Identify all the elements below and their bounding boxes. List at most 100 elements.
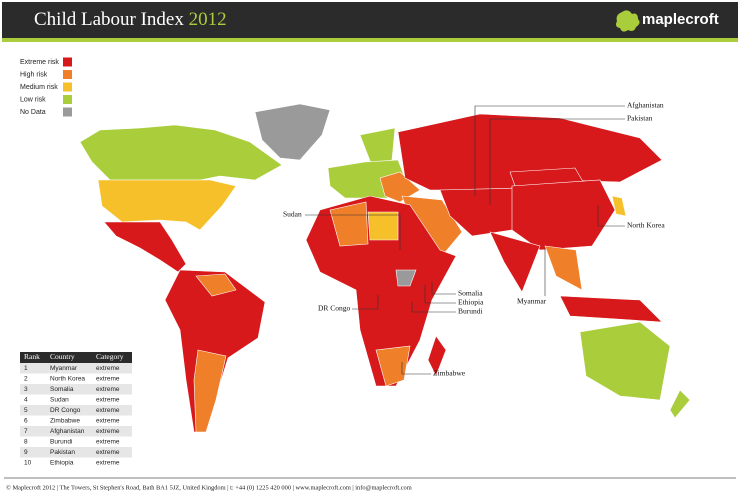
leader-line [411, 302, 456, 313]
table-cell: 5 [24, 407, 28, 414]
table-row-bg [20, 415, 132, 426]
scandinavia [359, 127, 396, 167]
table-cell: Myanmar [50, 365, 78, 372]
table-row-bg [20, 405, 132, 416]
legend: Extreme risk High risk Medium risk Low risk… [20, 57, 72, 117]
country-label: Afghanistan [627, 101, 664, 110]
legend-label: Extreme risk [20, 59, 59, 66]
table-cell: 2 [24, 376, 28, 383]
legend-label: High risk [20, 71, 48, 78]
eastern-europe [379, 171, 421, 203]
leader-line [597, 205, 625, 227]
country-label: Pakistan [627, 114, 653, 123]
country-label: Ethiopia [458, 298, 484, 307]
table-header-bg [20, 352, 132, 363]
legend-swatch [63, 107, 72, 117]
country-label: Zimbabwe [433, 369, 466, 378]
country-label: DR Congo [318, 304, 351, 313]
leader-line [474, 105, 625, 196]
table-cell: Sudan [50, 397, 69, 404]
table-cell: extreme [96, 418, 120, 425]
table-header: Country [50, 352, 75, 361]
table-row-bg [20, 384, 132, 395]
title-text: Child Labour Index [34, 9, 184, 30]
ranking-table: Rank Country Category 1 Myanmar extreme 2 North… [20, 352, 132, 468]
usa [97, 179, 237, 231]
legend-swatch [63, 70, 72, 79]
venezuela [195, 273, 237, 297]
table-row-bg [20, 447, 132, 458]
table-header: Rank [24, 352, 40, 361]
table-cell: North Korea [50, 376, 85, 383]
leader-line [352, 295, 379, 310]
legend-label: No Data [20, 109, 46, 116]
new-zealand [669, 389, 691, 419]
leader-line [424, 285, 456, 304]
table-cell: 8 [24, 439, 28, 446]
header-bar [2, 2, 738, 38]
table-cell: 6 [24, 418, 28, 425]
logo-text: maplecroft [642, 11, 719, 28]
southeast-asia [544, 245, 583, 291]
table-cell: extreme [96, 407, 120, 414]
logo: maplecroft [616, 10, 719, 32]
leader-line [401, 362, 431, 375]
indonesia [559, 295, 663, 323]
table-cell: Zimbabwe [50, 418, 80, 425]
japan [611, 195, 627, 217]
china [511, 179, 616, 251]
leader-line [305, 214, 401, 250]
legend-swatch [63, 57, 72, 67]
table-cell: extreme [96, 365, 120, 372]
table-cell: 4 [24, 397, 28, 404]
south-africa [375, 345, 411, 387]
table-cell: 7 [24, 428, 28, 435]
map-labels: Afghanistan Pakistan North Korea Sudan Somal… [283, 101, 665, 378]
table-row-bg [20, 436, 132, 447]
legend-label: Medium risk [20, 84, 58, 91]
country-label: Myanmar [517, 297, 547, 306]
table-cell: extreme [96, 460, 120, 467]
mexico-central-america [103, 221, 187, 273]
table-cell: extreme [96, 376, 120, 383]
title: Child Labour Index 2012 [34, 9, 227, 30]
country-label: Sudan [283, 210, 302, 219]
north-africa [329, 201, 369, 247]
table-cell: 3 [24, 386, 28, 393]
table-row-bg [20, 363, 132, 374]
table-cell: Pakistan [50, 449, 75, 456]
argentina [193, 349, 227, 433]
world-map [79, 103, 691, 433]
footer: © Maplecroft 2012 | The Towers, St Steph… [6, 484, 412, 491]
table-cell: DR Congo [50, 407, 81, 414]
table-cell: 9 [24, 449, 28, 456]
madagascar [427, 335, 447, 377]
country-label: North Korea [627, 221, 665, 230]
table-cell: 1 [24, 365, 28, 372]
table-cell: Afghanistan [50, 428, 85, 435]
russia [397, 113, 663, 191]
logo-leaf [616, 10, 640, 32]
table-cell: Somalia [50, 386, 74, 393]
table-cell: 10 [24, 460, 32, 467]
legend-swatch [63, 95, 72, 104]
table-cell: Ethiopia [50, 460, 74, 467]
libya [367, 211, 399, 241]
table-cell: extreme [96, 386, 120, 393]
south-sudan [395, 269, 417, 287]
table-row-bg [20, 426, 132, 437]
leader-line [489, 118, 625, 205]
leader-line [431, 282, 456, 295]
table-row-bg [20, 373, 132, 384]
country-label: Somalia [458, 289, 483, 298]
table-cell: Burundi [50, 439, 72, 446]
table-cell: extreme [96, 449, 120, 456]
table-cell: extreme [96, 397, 120, 404]
australia [579, 321, 671, 401]
table-row-bg [20, 457, 132, 468]
table-cell: extreme [96, 439, 120, 446]
legend-label: Low risk [20, 96, 46, 103]
header-rule [2, 38, 738, 42]
title-year: 2012 [189, 9, 227, 30]
